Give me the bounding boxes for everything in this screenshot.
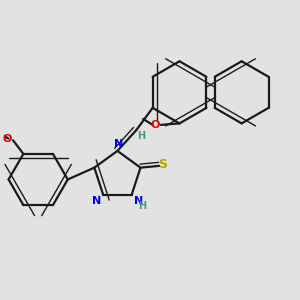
Text: O: O [150, 120, 160, 130]
Text: H: H [138, 130, 146, 141]
Text: N: N [114, 139, 124, 148]
Text: N: N [134, 196, 143, 206]
Text: N: N [92, 196, 101, 206]
Text: O: O [2, 134, 12, 144]
Text: S: S [158, 158, 167, 171]
Text: H: H [138, 201, 146, 211]
